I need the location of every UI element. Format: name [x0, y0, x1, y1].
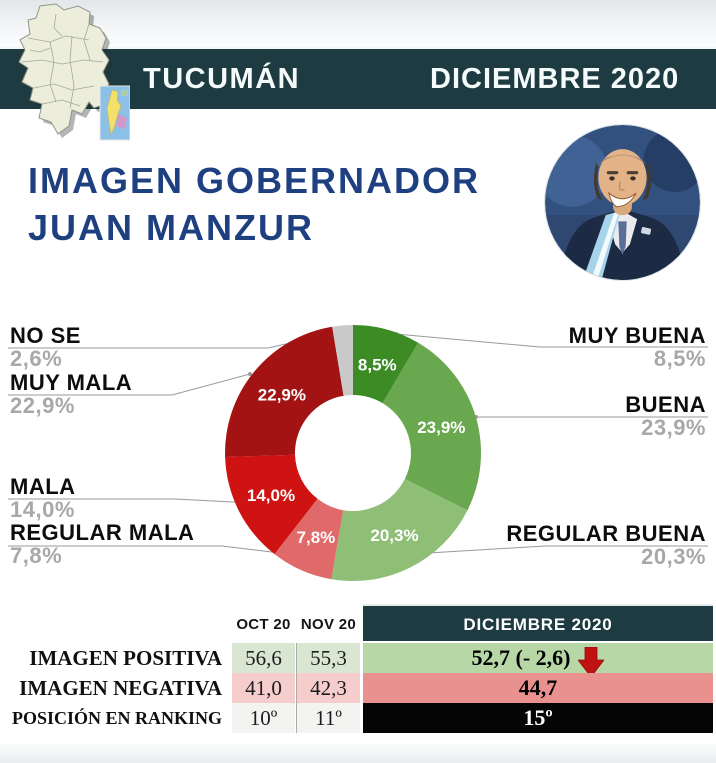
donut-segment: [332, 325, 353, 396]
donut-segment: [274, 498, 344, 580]
cell-positiva-nov: 55,3: [297, 643, 360, 673]
chart-label-muy-mala: MUY MALA 22,9%: [10, 370, 133, 418]
tucuman-province-map: [6, 2, 131, 142]
chart-label-no-se: NO SE 2,6%: [10, 323, 81, 371]
argentina-map-inset: [99, 85, 131, 141]
table-header-nov: NOV 20: [300, 616, 357, 633]
chart-label-mala: MALA 14,0%: [10, 474, 76, 522]
chart-label-muy-buena: MUY BUENA 8,5%: [568, 323, 706, 371]
period-title: DICIEMBRE 2020: [430, 63, 680, 95]
donut-segment: [225, 454, 318, 555]
chart-label-regular-mala: REGULAR MALA 7,8%: [10, 520, 195, 568]
table-header-oct: OCT 20: [236, 616, 291, 633]
page-title: IMAGEN GOBERNADOR JUAN MANZUR: [28, 157, 480, 251]
governor-portrait-icon: [545, 125, 700, 280]
cell-ranking-dic: 15º: [363, 703, 713, 733]
donut-segment-value-label: 7,8%: [297, 528, 336, 547]
province-map-icon: [18, 3, 131, 141]
page-title-line2: JUAN MANZUR: [28, 207, 314, 248]
cell-negativa-oct: 41,0: [232, 673, 295, 703]
donut-segment-value-label: 23,9%: [417, 418, 465, 437]
table-column-divider: [296, 643, 297, 733]
cell-ranking-oct: 10º: [232, 703, 295, 733]
row-label-imagen-negativa: IMAGEN NEGATIVA: [19, 676, 222, 700]
donut-segments: 8,5% 23,9% 20,3% 7,8% 14,0% 22,9%: [225, 324, 482, 582]
cell-negativa-dic: 44,7: [363, 673, 713, 703]
donut-segment-value-label: 14,0%: [247, 486, 295, 505]
chart-label-buena: BUENA 23,9%: [625, 392, 706, 440]
donut-segment: [225, 326, 344, 457]
region-title: TUCUMÁN: [143, 63, 301, 95]
page-title-line1: IMAGEN GOBERNADOR: [28, 160, 481, 201]
row-label-imagen-positiva: IMAGEN POSITIVA: [29, 646, 222, 670]
cell-positiva-dic: 52,7 (- 2,6): [363, 643, 713, 678]
positiva-dic-value: 52,7 (- 2,6): [471, 645, 571, 670]
donut-segment-value-label: 20,3%: [370, 526, 418, 545]
table-header-diciembre: DICIEMBRE 2020: [363, 604, 713, 641]
approval-donut-chart: 8,5% 23,9% 20,3% 7,8% 14,0% 22,9%: [8, 324, 708, 582]
donut-segment: [331, 479, 468, 582]
header-gradient-strip: [0, 0, 716, 47]
donut-segment: [353, 324, 419, 404]
footer-gradient-strip: [0, 741, 716, 763]
chart-label-regular-buena: REGULAR BUENA 20,3%: [506, 521, 706, 569]
cell-negativa-nov: 42,3: [297, 673, 360, 703]
cell-positiva-oct: 56,6: [232, 643, 295, 673]
donut-segment-value-label: 8,5%: [358, 355, 397, 374]
trend-down-arrow-icon: [578, 647, 605, 678]
governor-photo: [545, 125, 700, 280]
donut-segment: [382, 342, 482, 511]
cell-ranking-nov: 11º: [297, 703, 360, 733]
donut-segment-value-label: 22,9%: [258, 386, 306, 405]
row-label-posicion-ranking: POSICIÓN EN RANKING: [11, 708, 222, 728]
